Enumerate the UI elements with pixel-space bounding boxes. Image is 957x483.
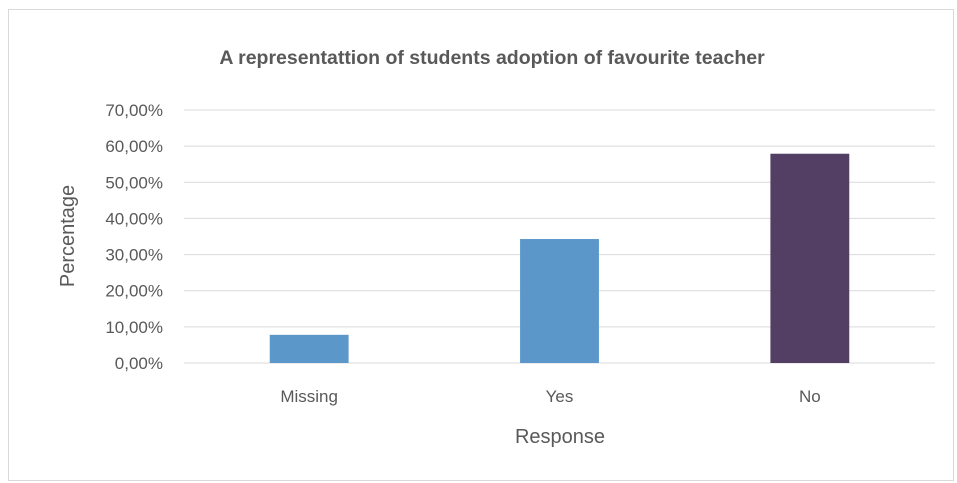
y-tick-label: 70,00%	[105, 101, 163, 120]
bars	[269, 153, 850, 363]
x-axis-title: Response	[515, 426, 605, 448]
y-tick-label: 0,00%	[115, 354, 163, 373]
x-tick-label: No	[799, 387, 821, 406]
y-tick-label: 30,00%	[105, 246, 163, 265]
y-axis-ticks: 0,00% 10,00% 20,00% 30,00% 40,00% 50,00% 60,00…	[105, 101, 163, 373]
x-tick-label: Missing	[280, 387, 338, 406]
bar-missing	[269, 334, 349, 363]
chart-title: A representattion of students adoption o…	[219, 47, 765, 69]
y-tick-label: 10,00%	[105, 318, 163, 337]
bar-no	[770, 153, 850, 363]
x-tick-label: Yes	[546, 387, 574, 406]
y-axis-title: Percentage	[57, 185, 79, 287]
x-axis-ticks: Missing Yes No	[280, 387, 820, 406]
y-tick-label: 40,00%	[105, 209, 163, 228]
bar-yes	[520, 239, 599, 363]
y-tick-label: 60,00%	[105, 137, 163, 156]
y-tick-label: 50,00%	[105, 173, 163, 192]
y-tick-label: 20,00%	[105, 282, 163, 301]
